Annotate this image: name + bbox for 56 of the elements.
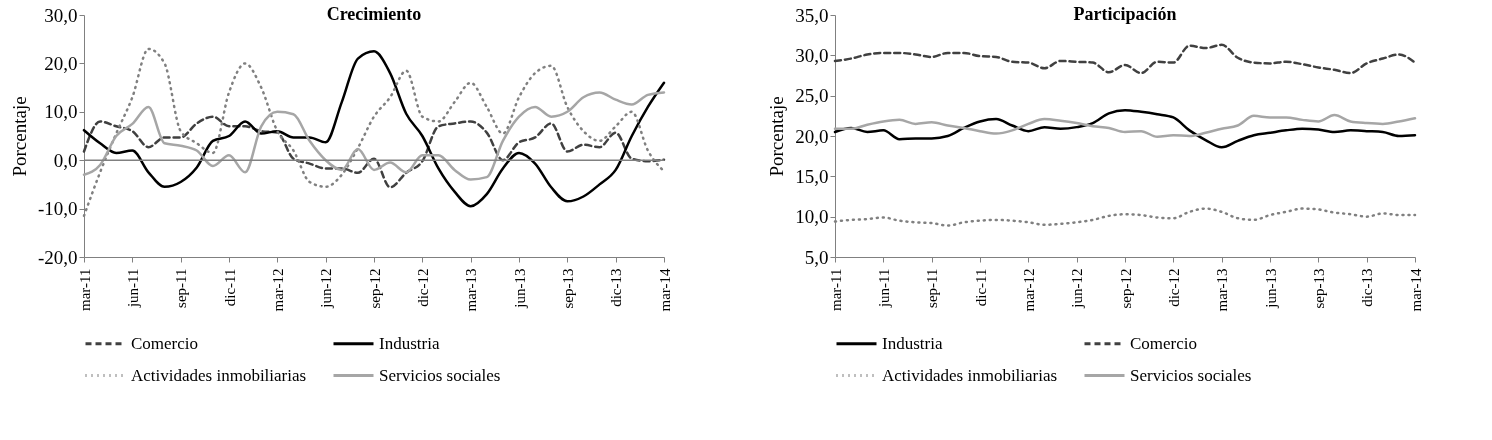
line-series [82,115,666,189]
legend-label: Comercio [1130,333,1198,353]
x-tick-label: dic-11 [972,268,989,307]
x-tick-label: sep-13 [559,268,576,309]
x-tick-label: dic-12 [1165,268,1182,307]
x-tick-label: jun-12 [1069,268,1086,309]
y-tick-label: 10,0 [44,101,78,123]
x-tick-label: sep-12 [366,268,383,309]
legend-label: Actividades inmobiliarias [882,365,1058,385]
y-tick-label: 5,0 [804,246,829,268]
x-tick-label: jun-13 [1262,268,1279,309]
y-tick-label: 0,0 [53,149,78,171]
x-tick-label: jun-11 [875,268,892,309]
legend-label: Industria [882,333,943,353]
x-tick-label: dic-13 [1359,268,1376,307]
x-tick-label: jun-12 [318,268,335,309]
y-tick-label: 20,0 [795,125,829,147]
y-tick-label: 35,0 [795,4,829,26]
x-tick-label: mar-12 [1020,268,1037,312]
legend-label: Servicios sociales [379,365,501,385]
x-tick-label: mar-14 [1407,268,1424,312]
y-tick-label: 30,0 [795,44,829,66]
x-tick-label: mar-11 [827,268,844,311]
x-tick-label: dic-13 [608,268,625,307]
y-tick-label: 10,0 [795,206,829,228]
legend-label: Servicios sociales [1130,365,1252,385]
x-tick-label: mar-11 [76,268,93,311]
chart-title: Participación [1073,4,1177,24]
y-tick-label: 20,0 [44,52,78,74]
line-series [833,108,1417,149]
x-tick-label: mar-13 [463,268,480,312]
line-series [833,113,1417,139]
legend-label: Comercio [131,333,199,353]
x-tick-label: sep-12 [1117,268,1134,309]
x-tick-label: mar-14 [656,268,673,312]
legend-label: Industria [379,333,440,353]
y-tick-label: 25,0 [795,85,829,107]
line-series [833,43,1417,75]
x-tick-label: sep-13 [1310,268,1327,309]
y-tick-label: 15,0 [795,165,829,187]
legend-label: Actividades inmobiliarias [131,365,307,385]
line-series [82,91,666,181]
x-tick-label: jun-11 [124,268,141,309]
x-tick-label: dic-11 [221,268,238,307]
x-tick-label: mar-13 [1214,268,1231,312]
chart-title: Crecimiento [326,4,422,24]
y-tick-label: 30,0 [44,4,78,26]
x-tick-label: sep-11 [173,268,190,308]
y-axis-title: Porcentaje [8,96,30,177]
x-tick-label: sep-11 [924,268,941,308]
y-axis-title: Porcentaje [766,96,788,177]
y-tick-label: -20,0 [37,246,78,268]
x-tick-label: dic-12 [414,268,431,307]
x-tick-label: jun-13 [511,268,528,309]
x-tick-label: mar-12 [269,268,286,312]
y-tick-label: -10,0 [37,198,78,220]
